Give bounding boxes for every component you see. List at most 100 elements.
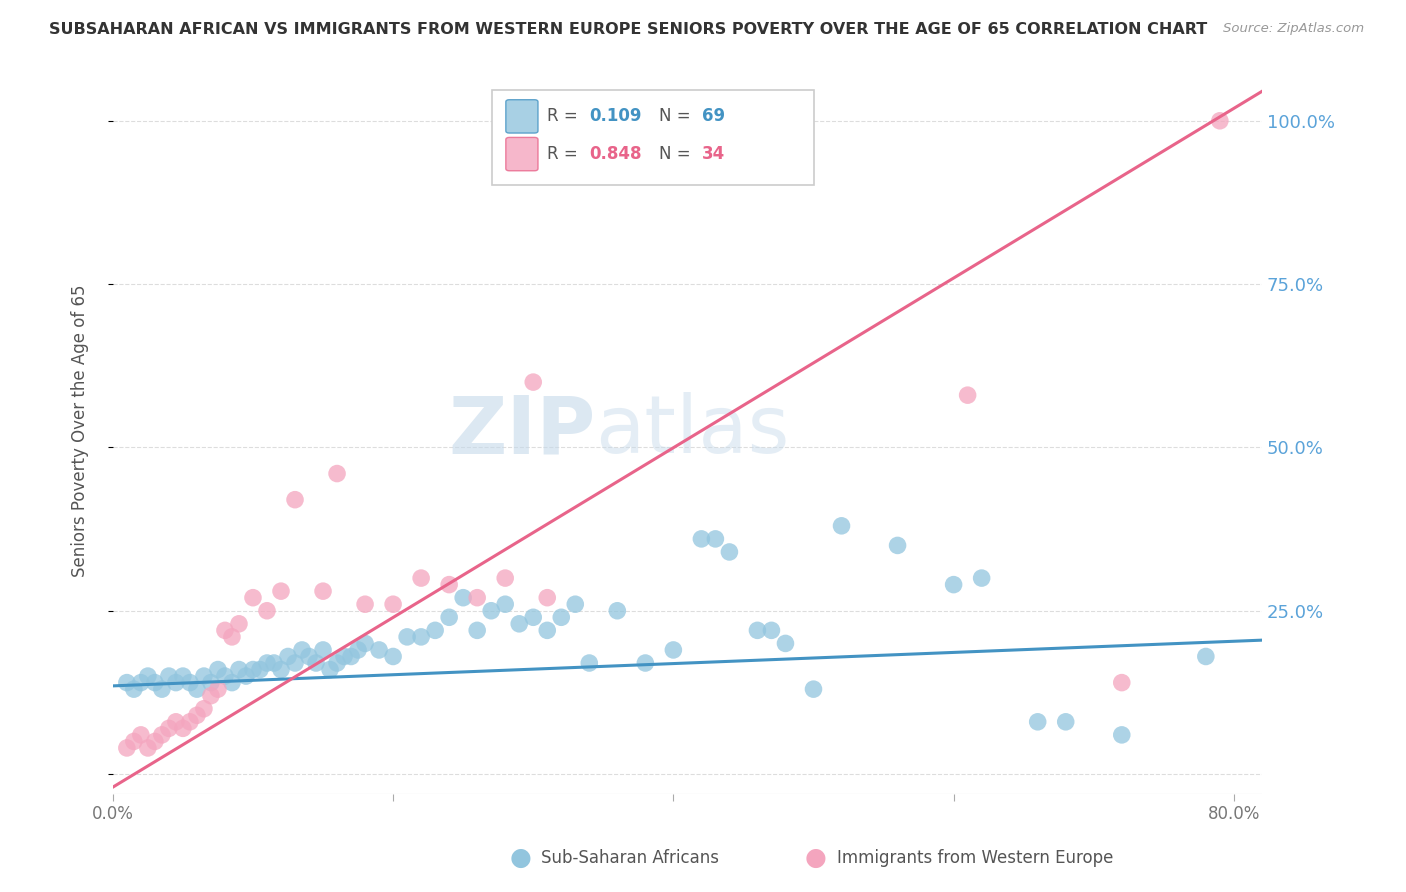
Point	[312, 643, 335, 657]
Point	[136, 741, 159, 756]
Point	[1026, 714, 1049, 729]
Text: R =: R =	[547, 107, 583, 126]
Point	[291, 643, 314, 657]
Point	[886, 538, 908, 552]
Point	[354, 636, 377, 650]
Point	[115, 741, 138, 756]
Point	[522, 610, 544, 624]
Point	[1195, 649, 1218, 664]
Text: 0.109: 0.109	[589, 107, 643, 126]
Point	[129, 728, 152, 742]
Point	[200, 675, 222, 690]
Point	[437, 610, 460, 624]
Point	[193, 702, 215, 716]
Point	[634, 656, 657, 670]
Point	[228, 663, 250, 677]
Point	[411, 571, 433, 585]
Point	[340, 649, 363, 664]
FancyBboxPatch shape	[492, 90, 814, 185]
Point	[662, 643, 685, 657]
Point	[347, 643, 370, 657]
Point	[242, 591, 264, 605]
Point	[704, 532, 727, 546]
Point	[942, 577, 965, 591]
Point	[263, 656, 285, 670]
Point	[411, 630, 433, 644]
Point	[270, 663, 292, 677]
FancyBboxPatch shape	[506, 137, 538, 170]
Point	[747, 624, 769, 638]
Point	[200, 689, 222, 703]
Point	[803, 682, 825, 697]
Point	[235, 669, 257, 683]
Point	[382, 597, 405, 611]
Point	[1111, 675, 1133, 690]
Point	[122, 734, 145, 748]
Point	[172, 669, 194, 683]
Text: ●: ●	[804, 847, 827, 870]
Text: 69: 69	[703, 107, 725, 126]
Point	[578, 656, 600, 670]
Point	[214, 624, 236, 638]
Point	[270, 584, 292, 599]
Point	[165, 675, 187, 690]
Text: SUBSAHARAN AFRICAN VS IMMIGRANTS FROM WESTERN EUROPE SENIORS POVERTY OVER THE AG: SUBSAHARAN AFRICAN VS IMMIGRANTS FROM WE…	[49, 22, 1208, 37]
Point	[157, 669, 180, 683]
Point	[221, 630, 243, 644]
Point	[179, 714, 201, 729]
Point	[298, 649, 321, 664]
Point	[115, 675, 138, 690]
Point	[122, 682, 145, 697]
Point	[494, 597, 516, 611]
Point	[172, 722, 194, 736]
Point	[157, 722, 180, 736]
Point	[284, 656, 307, 670]
Point	[479, 604, 502, 618]
Point	[956, 388, 979, 402]
Point	[284, 492, 307, 507]
Point	[256, 604, 278, 618]
Text: Sub-Saharan Africans: Sub-Saharan Africans	[541, 849, 720, 867]
Point	[312, 584, 335, 599]
Text: Immigrants from Western Europe: Immigrants from Western Europe	[837, 849, 1114, 867]
Point	[465, 591, 488, 605]
Point	[465, 624, 488, 638]
Text: R =: R =	[547, 145, 583, 163]
Point	[494, 571, 516, 585]
Point	[150, 682, 173, 697]
Point	[1209, 113, 1232, 128]
Point	[186, 682, 208, 697]
Point	[193, 669, 215, 683]
Point	[242, 663, 264, 677]
Point	[326, 656, 349, 670]
Point	[550, 610, 572, 624]
Point	[606, 604, 628, 618]
Point	[129, 675, 152, 690]
Y-axis label: Seniors Poverty Over the Age of 65: Seniors Poverty Over the Age of 65	[72, 285, 89, 577]
Point	[761, 624, 783, 638]
Point	[143, 734, 166, 748]
Point	[186, 708, 208, 723]
Point	[221, 675, 243, 690]
Text: ●: ●	[509, 847, 531, 870]
Point	[536, 591, 558, 605]
Point	[451, 591, 474, 605]
FancyBboxPatch shape	[506, 100, 538, 133]
Point	[179, 675, 201, 690]
Text: N =: N =	[658, 145, 696, 163]
Point	[305, 656, 328, 670]
Text: 0.848: 0.848	[589, 145, 643, 163]
Point	[423, 624, 446, 638]
Point	[382, 649, 405, 664]
Point	[326, 467, 349, 481]
Point	[277, 649, 299, 664]
Point	[396, 630, 419, 644]
Point	[207, 663, 229, 677]
Point	[831, 518, 853, 533]
Point	[256, 656, 278, 670]
Point	[775, 636, 797, 650]
Point	[165, 714, 187, 729]
Point	[437, 577, 460, 591]
Text: N =: N =	[658, 107, 696, 126]
Point	[1111, 728, 1133, 742]
